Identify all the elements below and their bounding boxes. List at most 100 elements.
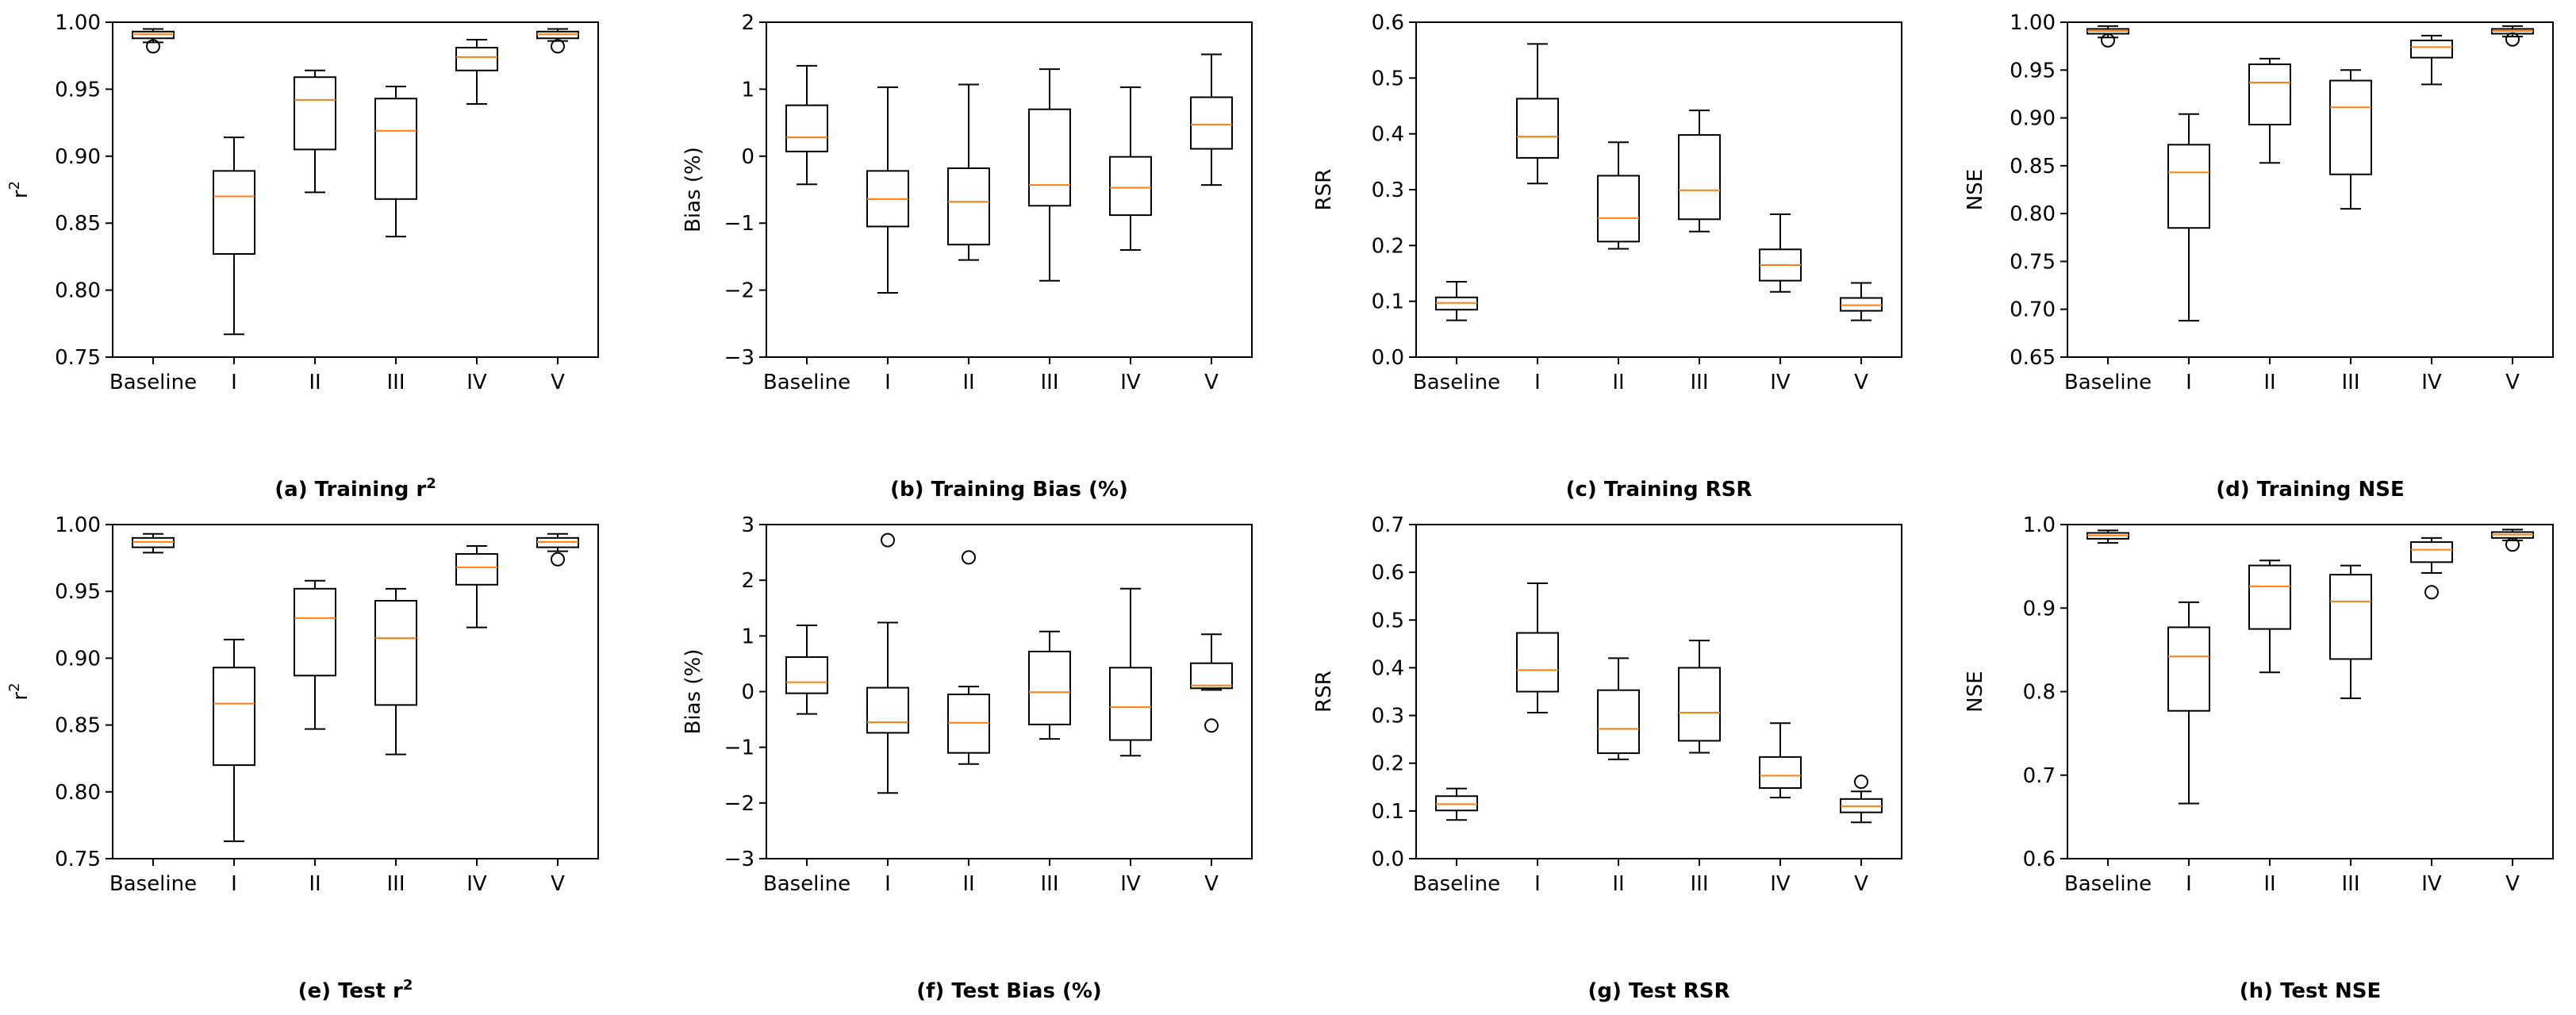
box-i	[2167, 601, 2210, 805]
box-baseline	[2087, 25, 2129, 48]
y-tick-label: 0.7	[2023, 764, 2056, 788]
y-tick-label: 0.85	[55, 212, 101, 236]
panel-caption: (g) Test RSR	[1587, 979, 1729, 1003]
x-tick-label: Baseline	[1413, 872, 1500, 896]
x-tick-label: Baseline	[109, 371, 197, 394]
outlier-point	[2101, 33, 2115, 48]
panel-caption: (c) Training RSR	[1566, 478, 1753, 502]
x-tick-label: Baseline	[2064, 872, 2152, 896]
y-tick-label: 0.6	[1372, 11, 1404, 35]
iqr-box	[294, 76, 336, 151]
y-tick-label: 0.90	[2010, 107, 2056, 131]
x-tick-label: I	[231, 371, 237, 394]
y-tick-label: −1	[724, 212, 754, 236]
box-baseline	[785, 625, 828, 715]
outlier-point	[1204, 718, 1219, 733]
x-tick-label: Baseline	[763, 872, 850, 896]
panel-caption: (e) Test r2	[298, 977, 413, 1003]
panel-caption: (d) Training NSE	[2216, 478, 2404, 502]
panel-d: 0.65 0.70 0.75 0.80 0.85 0.90 0.95 1.00 Baseline…	[1964, 11, 2554, 502]
x-tick-label: I	[2186, 872, 2192, 896]
outlier-point	[962, 550, 976, 565]
box-iii	[2329, 564, 2372, 699]
x-tick-label: V	[2505, 371, 2520, 394]
y-tick-label: 2	[741, 569, 754, 593]
x-tick-label: V	[1204, 371, 1219, 394]
y-tick-label: 0.80	[2010, 202, 2056, 226]
y-tick-label: 0.85	[2010, 155, 2056, 179]
iqr-box	[1109, 156, 1152, 217]
box-v	[1190, 53, 1233, 186]
box-iv	[455, 38, 498, 105]
iqr-box	[2248, 564, 2291, 630]
y-axis-label: RSR	[1312, 671, 1336, 713]
y-axis-label: r2	[6, 682, 33, 700]
box-iii	[1678, 640, 1721, 754]
box-i	[866, 532, 909, 794]
iqr-box	[213, 170, 255, 256]
iqr-box	[2410, 39, 2453, 59]
x-tick-label: IV	[2421, 371, 2442, 394]
box-i	[2167, 113, 2210, 322]
x-tick-label: I	[1534, 872, 1541, 896]
iqr-box	[785, 656, 828, 694]
y-tick-label: 0.1	[1372, 290, 1404, 314]
panel-caption: (f) Test Bias (%)	[916, 979, 1102, 1003]
iqr-box	[374, 599, 417, 706]
y-tick-label: 0.2	[1372, 752, 1404, 776]
outlier-point	[2505, 537, 2520, 552]
box-i	[213, 638, 255, 843]
x-tick-label: I	[885, 371, 891, 394]
y-tick-label: −2	[724, 279, 754, 303]
box-ii	[294, 69, 336, 194]
y-tick-label: 0.95	[55, 78, 101, 102]
y-tick-label: 0.95	[55, 580, 101, 604]
y-tick-label: 0.4	[1372, 123, 1404, 147]
outlier-point	[551, 39, 565, 54]
x-tick-label: IV	[466, 371, 487, 394]
iqr-box	[1597, 175, 1640, 243]
iqr-box	[2248, 63, 2291, 126]
y-tick-label: 0.1	[1372, 800, 1404, 824]
plot-frame	[766, 21, 1253, 358]
box-v	[536, 532, 579, 567]
x-tick-label: II	[2263, 872, 2275, 896]
y-tick-label: 0.70	[2010, 298, 2056, 322]
iqr-box	[2329, 79, 2372, 175]
panel-caption: (h) Test NSE	[2240, 979, 2381, 1003]
y-tick-label: 0.0	[1372, 848, 1404, 871]
box-iv	[1109, 86, 1152, 251]
box-iv	[1109, 587, 1152, 757]
y-tick-label: 3	[741, 513, 754, 537]
y-tick-label: 0.5	[1372, 67, 1404, 90]
x-tick-label: Baseline	[109, 872, 197, 896]
y-tick-label: 1	[741, 78, 754, 102]
x-tick-label: Baseline	[763, 371, 850, 394]
plot-frame	[112, 21, 599, 358]
y-tick-label: 0.4	[1372, 656, 1404, 680]
box-i	[866, 86, 909, 294]
iqr-box	[2329, 574, 2372, 660]
outlier-point	[881, 532, 895, 548]
y-tick-label: 0.6	[1372, 561, 1404, 585]
y-tick-label: 0.75	[2010, 250, 2056, 274]
iqr-box	[213, 667, 255, 767]
x-tick-label: II	[962, 872, 974, 896]
x-tick-label: I	[885, 872, 891, 896]
x-tick-label: V	[551, 371, 565, 394]
y-axis-label: Bias (%)	[681, 649, 705, 735]
iqr-box	[1516, 98, 1559, 159]
x-tick-label: V	[1204, 872, 1219, 896]
y-tick-label: 0.7	[1372, 513, 1404, 537]
box-v	[1840, 282, 1883, 321]
x-tick-label: II	[1612, 872, 1624, 896]
plot-frame	[766, 524, 1253, 859]
y-tick-label: 0	[741, 681, 754, 705]
box-v	[1190, 633, 1233, 733]
iqr-box	[2410, 541, 2453, 563]
